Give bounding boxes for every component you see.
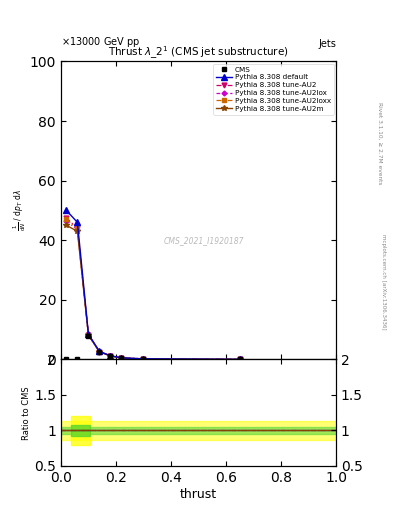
Pythia 8.308 tune-AU2loxx — [75, 225, 80, 231]
Pythia 8.308 tune-AU2m — [86, 332, 91, 338]
CMS — [119, 355, 124, 361]
X-axis label: thrust: thrust — [180, 487, 217, 501]
Pythia 8.308 tune-AU2m — [64, 222, 69, 228]
Text: mcplots.cern.ch [arXiv:1306.3436]: mcplots.cern.ch [arXiv:1306.3436] — [381, 234, 386, 329]
Pythia 8.308 tune-AU2loxx — [237, 356, 242, 362]
Pythia 8.308 tune-AU2lox — [119, 355, 124, 361]
Pythia 8.308 tune-AU2lox — [75, 227, 80, 233]
Pythia 8.308 tune-AU2m — [108, 353, 113, 359]
Y-axis label: $\frac{1}{\mathrm{d}N}$ / $\mathrm{d}p_T$ $\mathrm{d}\lambda$: $\frac{1}{\mathrm{d}N}$ / $\mathrm{d}p_T… — [12, 189, 28, 231]
Pythia 8.308 tune-AU2m — [97, 349, 102, 355]
Pythia 8.308 default — [141, 356, 146, 362]
Pythia 8.308 tune-AU2loxx — [119, 355, 124, 361]
Text: Jets: Jets — [318, 38, 336, 49]
Pythia 8.308 tune-AU2loxx — [108, 353, 113, 359]
CMS — [141, 356, 146, 362]
Title: Thrust $\lambda\_2^1$ (CMS jet substructure): Thrust $\lambda\_2^1$ (CMS jet substruct… — [108, 45, 289, 61]
CMS — [64, 356, 69, 362]
Pythia 8.308 tune-AU2 — [141, 356, 146, 362]
Pythia 8.308 default — [108, 353, 113, 359]
Line: CMS: CMS — [64, 333, 242, 362]
Pythia 8.308 tune-AU2lox — [97, 349, 102, 355]
Pythia 8.308 tune-AU2 — [108, 353, 113, 359]
Bar — [71, 416, 90, 444]
Pythia 8.308 tune-AU2 — [75, 225, 80, 231]
Bar — [71, 425, 90, 436]
Y-axis label: Ratio to CMS: Ratio to CMS — [22, 386, 31, 439]
Pythia 8.308 tune-AU2m — [141, 356, 146, 362]
Pythia 8.308 tune-AU2loxx — [64, 217, 69, 223]
Line: Pythia 8.308 tune-AU2: Pythia 8.308 tune-AU2 — [64, 216, 242, 362]
Line: Pythia 8.308 tune-AU2m: Pythia 8.308 tune-AU2m — [64, 223, 242, 362]
Pythia 8.308 tune-AU2loxx — [86, 332, 91, 338]
Pythia 8.308 tune-AU2 — [64, 215, 69, 221]
CMS — [108, 353, 113, 359]
Pythia 8.308 tune-AU2lox — [64, 218, 69, 224]
CMS — [75, 356, 80, 362]
Pythia 8.308 tune-AU2m — [119, 355, 124, 361]
Pythia 8.308 tune-AU2lox — [141, 356, 146, 362]
Pythia 8.308 default — [86, 331, 91, 337]
Pythia 8.308 tune-AU2 — [86, 332, 91, 338]
Bar — [61, 421, 336, 440]
Text: $\times$13000 GeV pp: $\times$13000 GeV pp — [61, 35, 140, 49]
Pythia 8.308 tune-AU2 — [97, 349, 102, 355]
Pythia 8.308 tune-AU2lox — [108, 353, 113, 359]
Pythia 8.308 default — [97, 348, 102, 354]
Pythia 8.308 default — [237, 356, 242, 362]
Pythia 8.308 default — [75, 219, 80, 225]
Pythia 8.308 tune-AU2m — [237, 356, 242, 362]
Line: Pythia 8.308 tune-AU2lox: Pythia 8.308 tune-AU2lox — [65, 219, 241, 361]
Pythia 8.308 default — [119, 355, 124, 361]
Pythia 8.308 tune-AU2loxx — [141, 356, 146, 362]
Pythia 8.308 tune-AU2 — [237, 356, 242, 362]
Pythia 8.308 default — [64, 207, 69, 214]
Pythia 8.308 tune-AU2lox — [86, 332, 91, 338]
Bar — [61, 427, 336, 434]
Legend: CMS, Pythia 8.308 default, Pythia 8.308 tune-AU2, Pythia 8.308 tune-AU2lox, Pyth: CMS, Pythia 8.308 default, Pythia 8.308 … — [213, 63, 334, 115]
Text: CMS_2021_I1920187: CMS_2021_I1920187 — [164, 236, 244, 245]
Pythia 8.308 tune-AU2lox — [237, 356, 242, 362]
Pythia 8.308 tune-AU2m — [75, 228, 80, 234]
Pythia 8.308 tune-AU2 — [119, 355, 124, 361]
CMS — [237, 356, 242, 362]
Line: Pythia 8.308 default: Pythia 8.308 default — [64, 208, 242, 362]
CMS — [97, 349, 102, 355]
Pythia 8.308 tune-AU2loxx — [97, 349, 102, 355]
Text: Rivet 3.1.10, ≥ 2.7M events: Rivet 3.1.10, ≥ 2.7M events — [377, 102, 382, 185]
Line: Pythia 8.308 tune-AU2loxx: Pythia 8.308 tune-AU2loxx — [65, 218, 241, 361]
CMS — [86, 333, 91, 339]
